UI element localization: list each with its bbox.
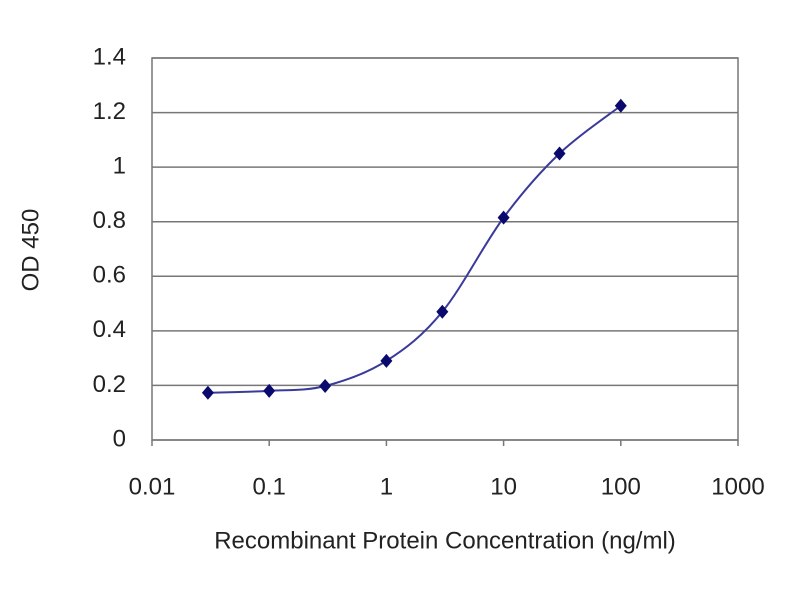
y-tick-label: 1 bbox=[113, 152, 126, 179]
x-axis-title: Recombinant Protein Concentration (ng/ml… bbox=[214, 527, 676, 554]
y-tick-label: 0.2 bbox=[93, 371, 126, 398]
data-point bbox=[553, 146, 566, 161]
data-point bbox=[319, 378, 332, 393]
data-point bbox=[436, 304, 449, 319]
data-point bbox=[497, 210, 510, 225]
data-point bbox=[263, 383, 276, 398]
data-point bbox=[380, 353, 393, 368]
x-tick-label: 1 bbox=[380, 473, 393, 500]
x-tick-label: 1000 bbox=[711, 473, 764, 500]
y-axis-title: OD 450 bbox=[17, 209, 44, 292]
y-tick-label: 0.4 bbox=[93, 316, 126, 343]
plot-frame bbox=[151, 57, 739, 441]
y-tick-label: 1.4 bbox=[93, 43, 126, 70]
x-tick-label: 0.1 bbox=[253, 473, 286, 500]
y-tick-label: 0 bbox=[113, 425, 126, 452]
data-point bbox=[614, 98, 627, 113]
data-line bbox=[207, 104, 622, 394]
y-tick-label: 1.2 bbox=[93, 98, 126, 125]
x-tick-label: 10 bbox=[490, 473, 517, 500]
data-point bbox=[201, 385, 214, 400]
y-tick-label: 0.6 bbox=[93, 262, 126, 289]
x-tick-label: 100 bbox=[601, 473, 641, 500]
y-tick-label: 0.8 bbox=[93, 207, 126, 234]
x-tick-label: 0.01 bbox=[129, 473, 176, 500]
